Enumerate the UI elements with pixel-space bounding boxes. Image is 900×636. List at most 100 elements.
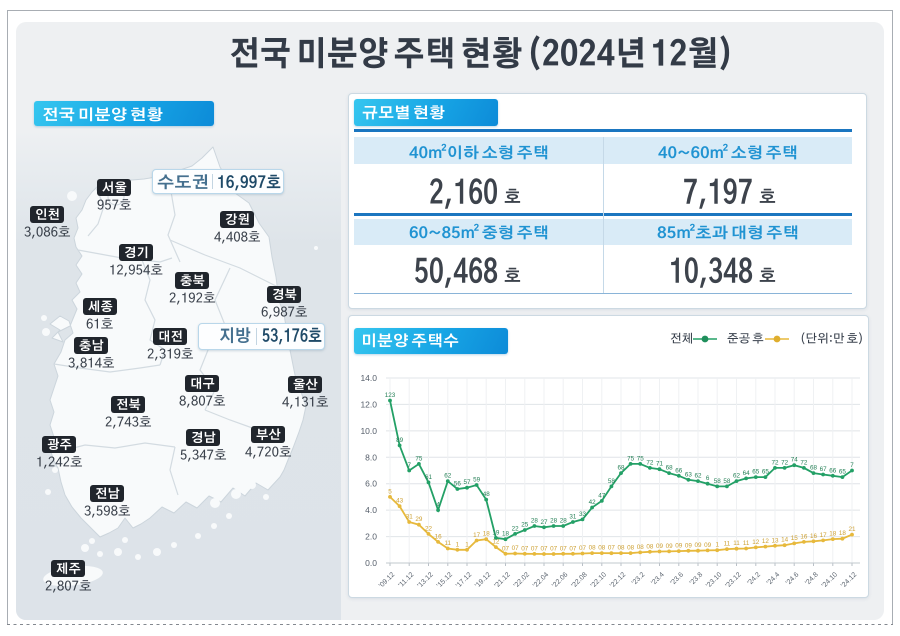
svg-text:'22.06: '22.06: [551, 571, 569, 589]
svg-text:09: 09: [685, 542, 693, 549]
svg-text:09: 09: [694, 542, 702, 549]
svg-text:47: 47: [598, 492, 606, 499]
svg-text:'13.12: '13.12: [416, 571, 434, 589]
svg-text:48: 48: [483, 491, 491, 498]
svg-text:31: 31: [569, 514, 577, 521]
svg-text:11: 11: [445, 540, 452, 547]
svg-text:07: 07: [512, 545, 520, 552]
svg-text:28: 28: [550, 518, 558, 525]
svg-text:11: 11: [743, 540, 750, 547]
svg-text:10.0: 10.0: [360, 426, 377, 436]
svg-text:07: 07: [608, 545, 616, 552]
svg-text:07: 07: [502, 545, 510, 552]
svg-text:17: 17: [473, 532, 481, 539]
svg-text:16: 16: [800, 533, 808, 540]
svg-text:0.0: 0.0: [365, 558, 377, 568]
svg-text:'23.2: '23.2: [631, 571, 647, 587]
svg-text:8.0: 8.0: [365, 452, 377, 462]
svg-text:5: 5: [388, 488, 392, 495]
svg-text:07: 07: [531, 545, 539, 552]
svg-text:09: 09: [656, 543, 664, 550]
svg-text:1: 1: [465, 541, 469, 548]
svg-text:16: 16: [810, 533, 818, 540]
svg-text:68: 68: [810, 465, 818, 472]
svg-text:18: 18: [502, 531, 510, 538]
svg-text:7: 7: [407, 462, 411, 469]
svg-text:62: 62: [733, 473, 741, 480]
svg-text:'11.12: '11.12: [398, 571, 416, 589]
svg-text:63: 63: [685, 471, 693, 478]
svg-text:08: 08: [598, 545, 606, 552]
svg-text:'24.12: '24.12: [840, 571, 858, 589]
svg-text:43: 43: [396, 498, 404, 505]
svg-text:75: 75: [627, 455, 635, 462]
svg-text:14: 14: [781, 537, 789, 544]
svg-text:1: 1: [715, 542, 719, 549]
svg-text:28: 28: [531, 518, 539, 525]
svg-text:'23.8: '23.8: [689, 571, 705, 587]
svg-text:89: 89: [396, 437, 404, 444]
svg-text:08: 08: [617, 545, 625, 552]
svg-text:28: 28: [560, 518, 568, 525]
svg-text:68: 68: [666, 465, 674, 472]
svg-text:67: 67: [820, 466, 828, 473]
svg-text:'15.12: '15.12: [436, 571, 454, 589]
svg-text:72: 72: [781, 459, 789, 466]
svg-text:65: 65: [752, 469, 760, 476]
svg-text:'19.12: '19.12: [474, 571, 492, 589]
svg-text:07: 07: [550, 546, 558, 553]
svg-text:07: 07: [569, 545, 577, 552]
svg-text:15: 15: [791, 535, 799, 542]
svg-text:'24.10: '24.10: [821, 571, 839, 589]
svg-text:19: 19: [492, 529, 500, 536]
svg-text:25: 25: [521, 522, 529, 529]
svg-text:11: 11: [724, 541, 731, 548]
svg-text:12.0: 12.0: [360, 399, 377, 409]
svg-text:18: 18: [829, 531, 837, 538]
svg-text:68: 68: [617, 465, 625, 472]
svg-text:17: 17: [820, 532, 828, 539]
svg-text:'22.12: '22.12: [609, 571, 627, 589]
svg-text:71: 71: [656, 461, 664, 468]
svg-text:6.0: 6.0: [365, 479, 377, 489]
svg-text:56: 56: [454, 481, 462, 488]
svg-text:'09.12: '09.12: [378, 571, 396, 589]
svg-text:27: 27: [540, 519, 548, 526]
svg-text:'24.6: '24.6: [785, 571, 801, 587]
svg-text:'23.12: '23.12: [724, 571, 742, 589]
svg-text:59: 59: [473, 477, 481, 484]
svg-text:12: 12: [492, 539, 500, 546]
svg-text:123: 123: [385, 392, 396, 399]
svg-text:14.0: 14.0: [360, 373, 377, 383]
svg-text:29: 29: [415, 516, 423, 523]
svg-text:08: 08: [646, 543, 654, 550]
svg-text:'22.04: '22.04: [532, 571, 550, 589]
svg-text:'22.02: '22.02: [513, 571, 531, 589]
svg-text:'23.4: '23.4: [650, 571, 666, 587]
svg-text:'22.10: '22.10: [590, 571, 608, 589]
svg-text:58: 58: [714, 478, 722, 485]
svg-text:61: 61: [425, 474, 433, 481]
svg-text:'23.6: '23.6: [670, 571, 686, 587]
svg-text:75: 75: [637, 455, 645, 462]
svg-text:07: 07: [579, 545, 587, 552]
svg-text:58: 58: [723, 478, 731, 485]
svg-text:08: 08: [637, 544, 645, 551]
svg-text:75: 75: [415, 455, 423, 462]
svg-text:21: 21: [848, 526, 856, 533]
svg-text:58: 58: [608, 478, 616, 485]
svg-text:'24.2: '24.2: [747, 571, 763, 587]
svg-text:09: 09: [666, 543, 674, 550]
svg-text:09: 09: [704, 542, 712, 549]
svg-text:62: 62: [694, 473, 702, 480]
svg-text:09: 09: [675, 543, 683, 550]
svg-text:18: 18: [483, 531, 491, 538]
svg-text:65: 65: [839, 469, 847, 476]
svg-text:4.0: 4.0: [365, 505, 377, 515]
svg-text:72: 72: [771, 459, 779, 466]
svg-text:'22.08: '22.08: [570, 571, 588, 589]
svg-text:1: 1: [456, 541, 460, 548]
svg-text:22: 22: [512, 525, 520, 532]
svg-text:12: 12: [762, 538, 770, 545]
svg-text:13: 13: [771, 537, 779, 544]
